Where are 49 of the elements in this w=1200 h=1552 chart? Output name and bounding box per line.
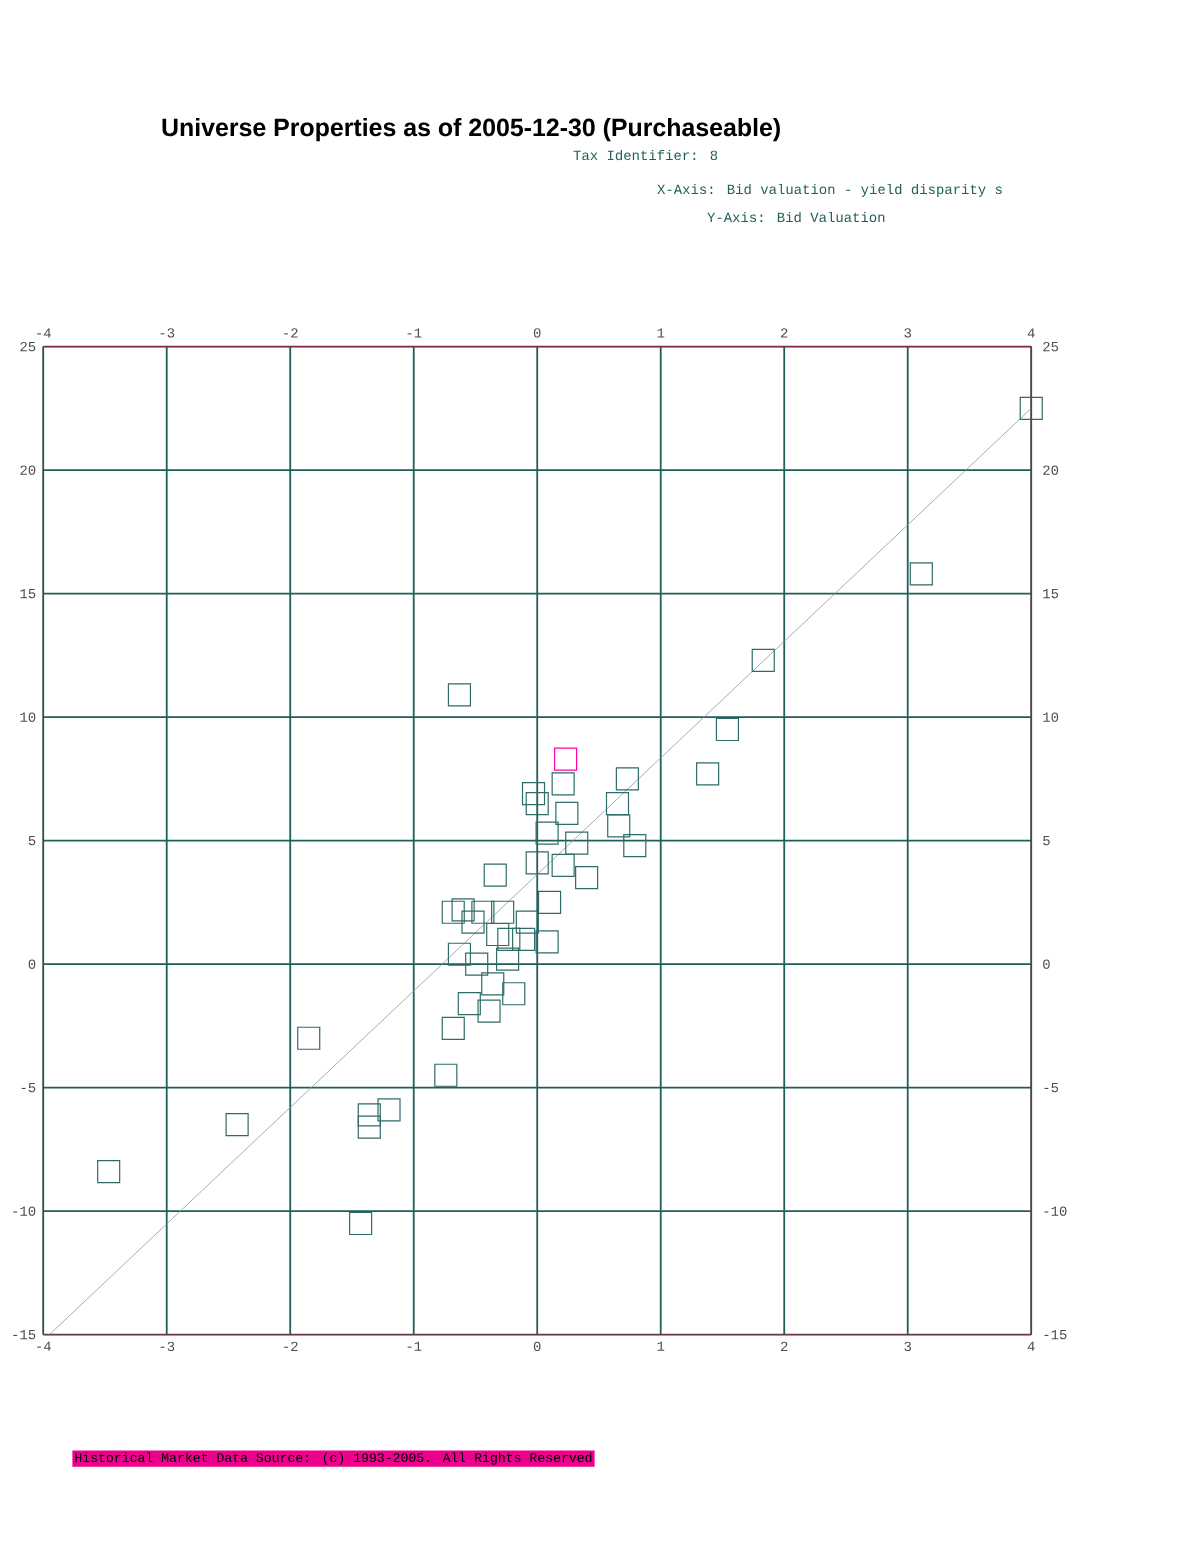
point	[525, 791, 549, 816]
point	[486, 922, 510, 947]
point	[696, 762, 720, 786]
point	[535, 930, 559, 954]
point	[565, 831, 589, 855]
point	[615, 767, 639, 791]
point	[225, 1113, 249, 1137]
point	[491, 900, 515, 924]
point	[909, 562, 933, 586]
point	[441, 1016, 465, 1040]
point	[495, 947, 520, 971]
point	[605, 791, 630, 816]
point	[471, 900, 495, 924]
point	[457, 992, 481, 1016]
point	[623, 833, 647, 858]
point	[465, 952, 489, 976]
point	[1019, 396, 1043, 420]
point	[535, 821, 559, 845]
point	[447, 942, 472, 966]
point	[551, 853, 575, 877]
point	[525, 851, 549, 875]
point	[357, 1115, 381, 1139]
point	[502, 982, 526, 1006]
point	[575, 866, 599, 890]
point	[515, 910, 539, 934]
chart-title: Universe Properties as of 2005-12-30 (Purchaseable)	[162, 117, 780, 142]
point	[481, 972, 505, 996]
point	[434, 1063, 458, 1087]
point	[715, 717, 740, 742]
point	[97, 1160, 121, 1184]
point	[477, 999, 501, 1023]
point	[521, 782, 546, 806]
point	[512, 927, 536, 952]
point	[483, 863, 507, 887]
point	[554, 747, 578, 771]
point	[555, 801, 579, 826]
point	[441, 900, 465, 924]
point	[297, 1026, 321, 1050]
point	[751, 648, 775, 672]
point	[349, 1211, 373, 1236]
point	[607, 814, 631, 838]
point	[451, 898, 475, 922]
point	[551, 772, 575, 796]
point	[497, 927, 521, 952]
point	[377, 1098, 401, 1122]
point	[537, 890, 562, 914]
point	[461, 910, 485, 934]
point	[357, 1103, 381, 1127]
point	[447, 683, 472, 707]
